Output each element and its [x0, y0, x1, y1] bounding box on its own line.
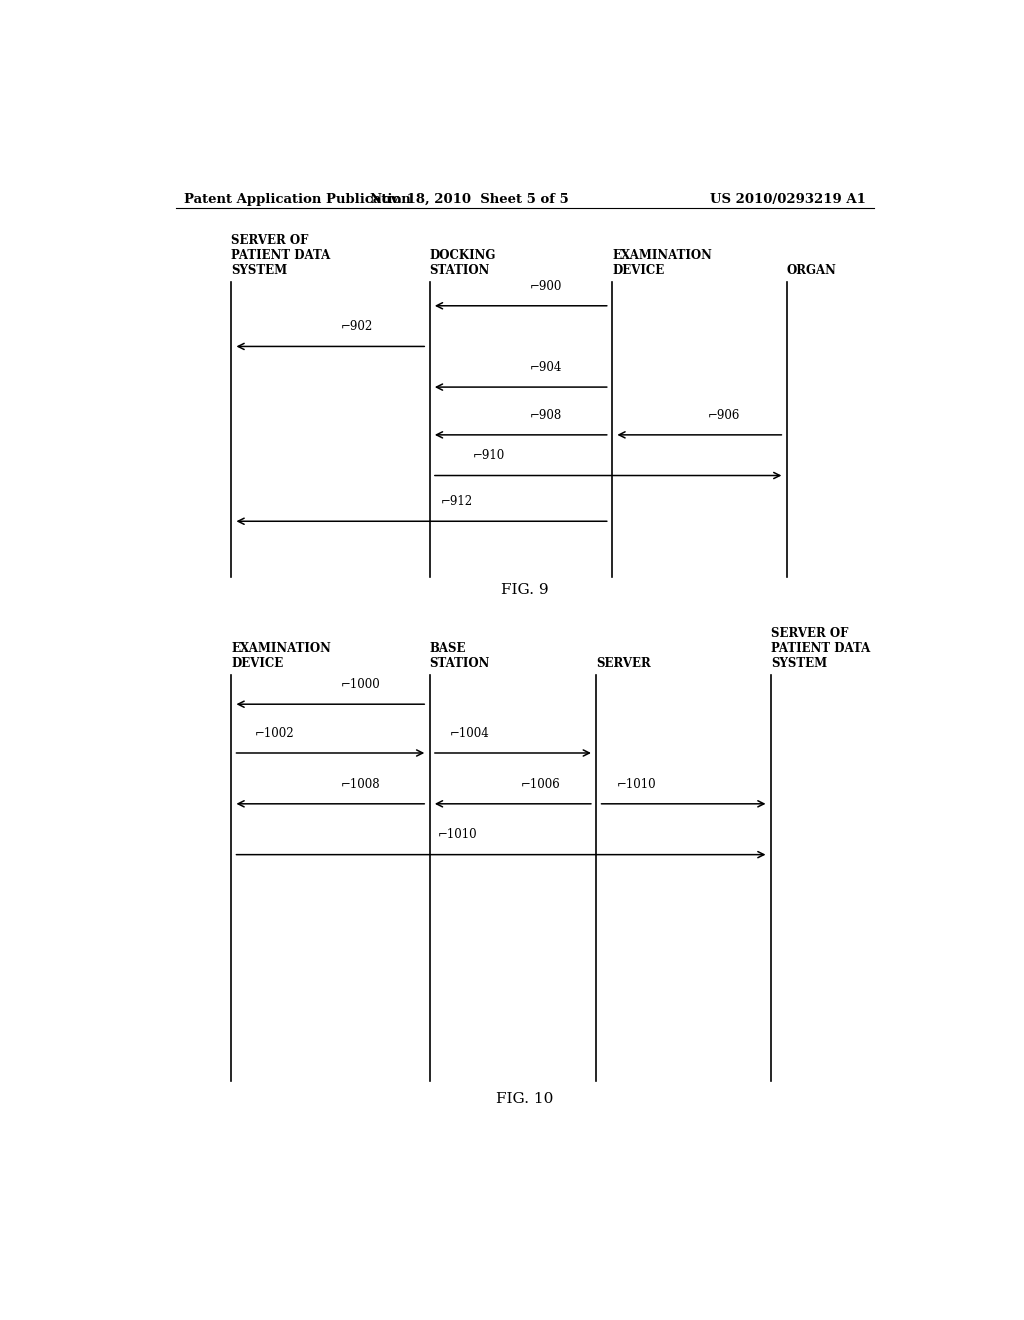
Text: EXAMINATION
DEVICE: EXAMINATION DEVICE: [612, 249, 712, 277]
Text: ⌐1006: ⌐1006: [521, 777, 561, 791]
Text: ⌐1002: ⌐1002: [255, 727, 295, 739]
Text: ⌐906: ⌐906: [709, 409, 740, 421]
Text: ⌐900: ⌐900: [530, 280, 562, 293]
Text: Nov. 18, 2010  Sheet 5 of 5: Nov. 18, 2010 Sheet 5 of 5: [370, 193, 568, 206]
Text: ⌐1010: ⌐1010: [437, 829, 477, 841]
Text: ⌐910: ⌐910: [472, 449, 505, 462]
Text: SERVER OF
PATIENT DATA
SYSTEM: SERVER OF PATIENT DATA SYSTEM: [771, 627, 870, 669]
Text: ⌐1008: ⌐1008: [340, 777, 380, 791]
Text: BASE
STATION: BASE STATION: [430, 642, 489, 669]
Text: ⌐1004: ⌐1004: [450, 727, 489, 739]
Text: FIG. 10: FIG. 10: [496, 1092, 554, 1106]
Text: FIG. 9: FIG. 9: [501, 583, 549, 598]
Text: Patent Application Publication: Patent Application Publication: [183, 193, 411, 206]
Text: SERVER: SERVER: [596, 656, 651, 669]
Text: US 2010/0293219 A1: US 2010/0293219 A1: [711, 193, 866, 206]
Text: DOCKING
STATION: DOCKING STATION: [430, 249, 496, 277]
Text: ⌐902: ⌐902: [340, 321, 373, 333]
Text: ORGAN: ORGAN: [786, 264, 837, 277]
Text: ⌐908: ⌐908: [530, 409, 562, 421]
Text: ⌐904: ⌐904: [530, 360, 562, 374]
Text: ⌐1000: ⌐1000: [340, 678, 380, 690]
Text: ⌐1010: ⌐1010: [617, 777, 656, 791]
Text: SERVER OF
PATIENT DATA
SYSTEM: SERVER OF PATIENT DATA SYSTEM: [231, 235, 331, 277]
Text: EXAMINATION
DEVICE: EXAMINATION DEVICE: [231, 642, 331, 669]
Text: ⌐912: ⌐912: [440, 495, 473, 508]
